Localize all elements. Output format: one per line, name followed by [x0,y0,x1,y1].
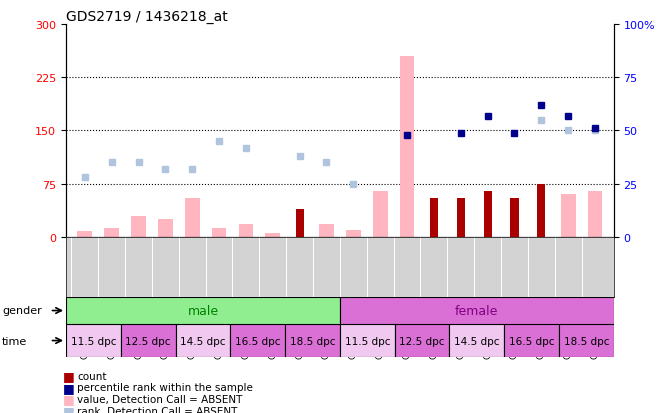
Text: female: female [455,304,498,317]
Bar [400,57,414,237]
Text: ■: ■ [63,381,75,394]
Bar [395,324,449,357]
Bar [185,199,199,237]
Bar [66,297,340,324]
Text: 18.5 dpc: 18.5 dpc [290,336,335,346]
Bar [77,232,92,237]
Text: value, Detection Call = ABSENT: value, Detection Call = ABSENT [77,394,243,404]
Bar [340,324,395,357]
Bar [212,228,226,237]
Text: count: count [77,371,107,381]
Bar [230,324,285,357]
Bar [176,324,230,357]
Bar [319,225,334,237]
Bar [158,220,173,237]
Bar [449,324,504,357]
Bar [238,225,253,237]
Text: 18.5 dpc: 18.5 dpc [564,336,609,346]
Text: 16.5 dpc: 16.5 dpc [235,336,280,346]
Bar [340,297,614,324]
Text: 14.5 dpc: 14.5 dpc [180,336,226,346]
Bar [559,324,614,357]
Text: male: male [187,304,218,317]
Text: rank, Detection Call = ABSENT: rank, Detection Call = ABSENT [77,406,238,413]
Text: gender: gender [2,306,42,316]
Bar [587,191,603,237]
Text: 16.5 dpc: 16.5 dpc [509,336,554,346]
Bar [66,324,121,357]
Text: time: time [2,336,27,346]
Bar [121,324,176,357]
Bar [131,216,146,237]
Text: ■: ■ [63,369,75,382]
Bar [265,234,280,237]
Text: 11.5 dpc: 11.5 dpc [345,336,390,346]
Bar [430,199,438,237]
Bar [296,209,304,237]
Text: GDS2719 / 1436218_at: GDS2719 / 1436218_at [66,10,228,24]
Text: ■: ■ [63,404,75,413]
Text: 12.5 dpc: 12.5 dpc [125,336,171,346]
Bar [561,195,576,237]
Text: 12.5 dpc: 12.5 dpc [399,336,445,346]
Bar [346,230,361,237]
Bar [457,199,465,237]
Text: ■: ■ [63,392,75,406]
Bar [104,228,119,237]
Text: 11.5 dpc: 11.5 dpc [71,336,116,346]
Bar [285,324,340,357]
Bar [373,191,387,237]
Text: percentile rank within the sample: percentile rank within the sample [77,382,253,392]
Text: 14.5 dpc: 14.5 dpc [454,336,500,346]
Bar [504,324,559,357]
Bar [484,191,492,237]
Bar [537,184,545,237]
Bar [510,199,519,237]
